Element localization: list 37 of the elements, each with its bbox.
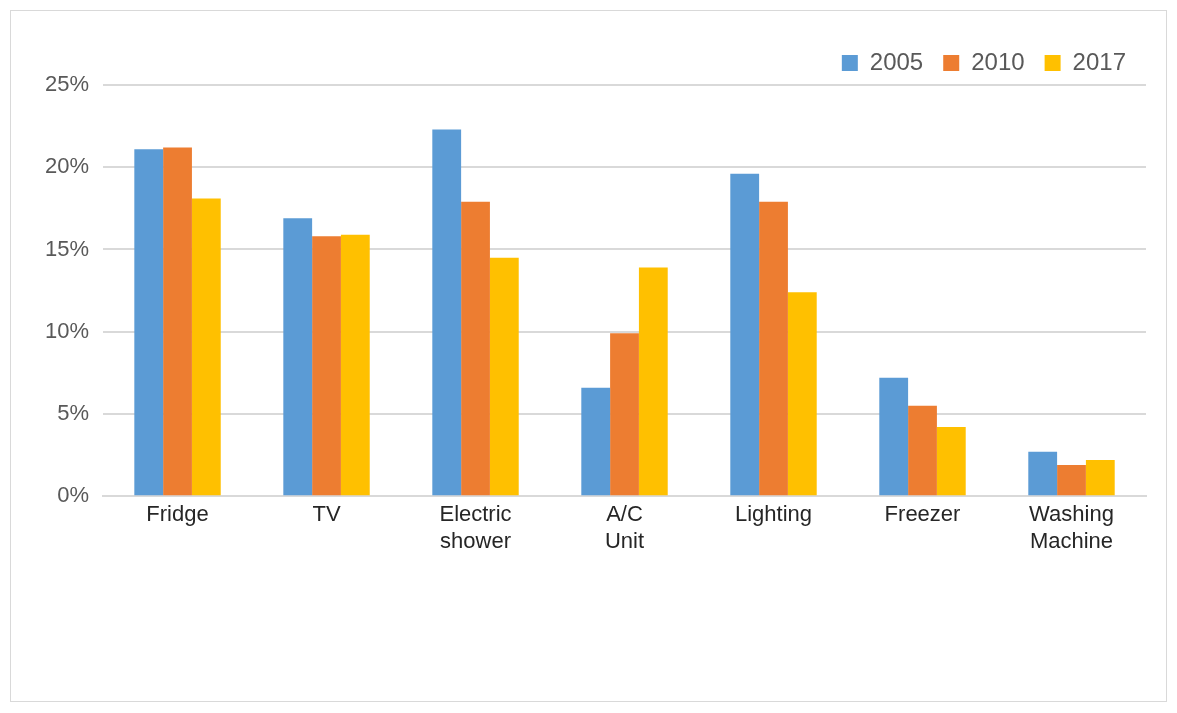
x-tick-label: A/C Unit	[604, 501, 645, 553]
bar	[340, 234, 370, 496]
bar	[163, 147, 192, 496]
legend-label: 2010	[971, 47, 1025, 75]
y-tick-label: 0%	[57, 482, 90, 508]
bar	[936, 427, 966, 496]
legend-label: 2017	[1072, 47, 1126, 75]
bar	[879, 377, 909, 496]
bar	[312, 236, 341, 496]
y-tick-label: 10%	[44, 317, 90, 343]
x-tick-label: TV	[312, 501, 341, 527]
x-tick-label: Freezer	[884, 501, 961, 527]
bar	[759, 201, 788, 496]
y-tick-label: 20%	[44, 153, 90, 179]
y-tick-label: 25%	[44, 71, 90, 97]
x-tick-label: Washing Machine	[1029, 501, 1114, 553]
bar	[432, 129, 462, 496]
bar	[908, 405, 937, 496]
x-tick-label: Fridge	[146, 501, 209, 527]
bar	[787, 292, 817, 496]
bar	[730, 173, 760, 496]
bar	[1085, 460, 1115, 496]
bar	[581, 387, 611, 496]
bar	[489, 257, 519, 496]
bar	[134, 149, 164, 496]
x-tick-label: Lighting	[734, 501, 813, 527]
bar	[638, 267, 668, 496]
y-tick-label: 5%	[57, 400, 90, 426]
y-tick-label: 15%	[44, 235, 90, 261]
bar	[461, 201, 490, 496]
x-tick-label: Electric shower	[439, 501, 512, 553]
bar	[610, 333, 639, 496]
bar	[191, 198, 221, 496]
bar	[1028, 451, 1058, 496]
legend-label: 2005	[869, 47, 924, 75]
bar	[283, 218, 313, 496]
bar	[1057, 464, 1086, 496]
